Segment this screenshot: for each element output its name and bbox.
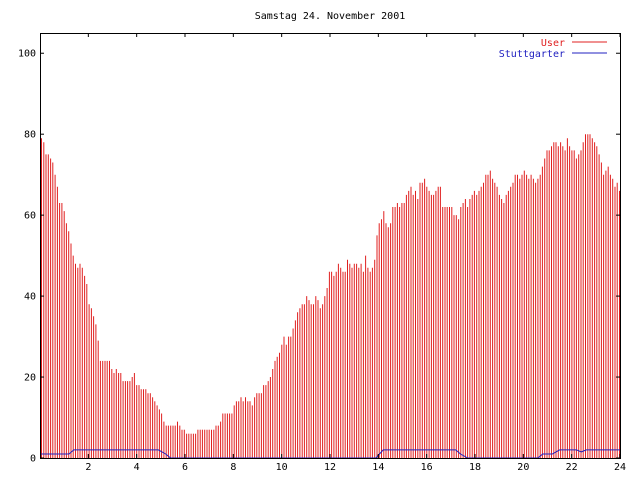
- x-tick-label: 16: [421, 462, 433, 473]
- y-tick-label: 0: [30, 454, 36, 465]
- x-tick-label: 14: [372, 462, 384, 473]
- y-tick-label: 60: [24, 211, 36, 222]
- y-tick-label: 20: [24, 373, 36, 384]
- y-tick-label: 80: [24, 130, 36, 141]
- x-tick-label: 12: [324, 462, 336, 473]
- x-tick-label: 10: [276, 462, 288, 473]
- y-axis: 0 20 40 60 80 100: [18, 49, 620, 465]
- x-tick-label: 20: [517, 462, 529, 473]
- x-tick-label: 18: [469, 462, 481, 473]
- y-tick-label: 40: [24, 292, 36, 303]
- x-tick-label: 4: [134, 462, 140, 473]
- legend: User Stuttgarter: [499, 38, 607, 60]
- x-axis: 2 4 6 8 10 12 14 16 18 20 22 24: [85, 33, 626, 473]
- x-tick-label: 22: [566, 462, 578, 473]
- series-user-impulses: [41, 134, 620, 458]
- legend-user-label: User: [541, 38, 565, 49]
- chart-title: Samstag 24. November 2001: [255, 11, 406, 22]
- x-tick-label: 24: [614, 462, 626, 473]
- series-stuttgarter-line: [40, 449, 620, 459]
- x-tick-label: 8: [230, 462, 236, 473]
- y-tick-label: 100: [18, 49, 36, 60]
- x-tick-label: 6: [182, 462, 188, 473]
- legend-stuttgarter-label: Stuttgarter: [499, 49, 565, 60]
- x-tick-label: 2: [85, 462, 91, 473]
